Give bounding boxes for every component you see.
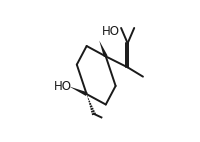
Text: HO: HO <box>54 80 72 93</box>
Polygon shape <box>99 41 108 57</box>
Text: HO: HO <box>102 25 120 38</box>
Polygon shape <box>69 86 87 96</box>
